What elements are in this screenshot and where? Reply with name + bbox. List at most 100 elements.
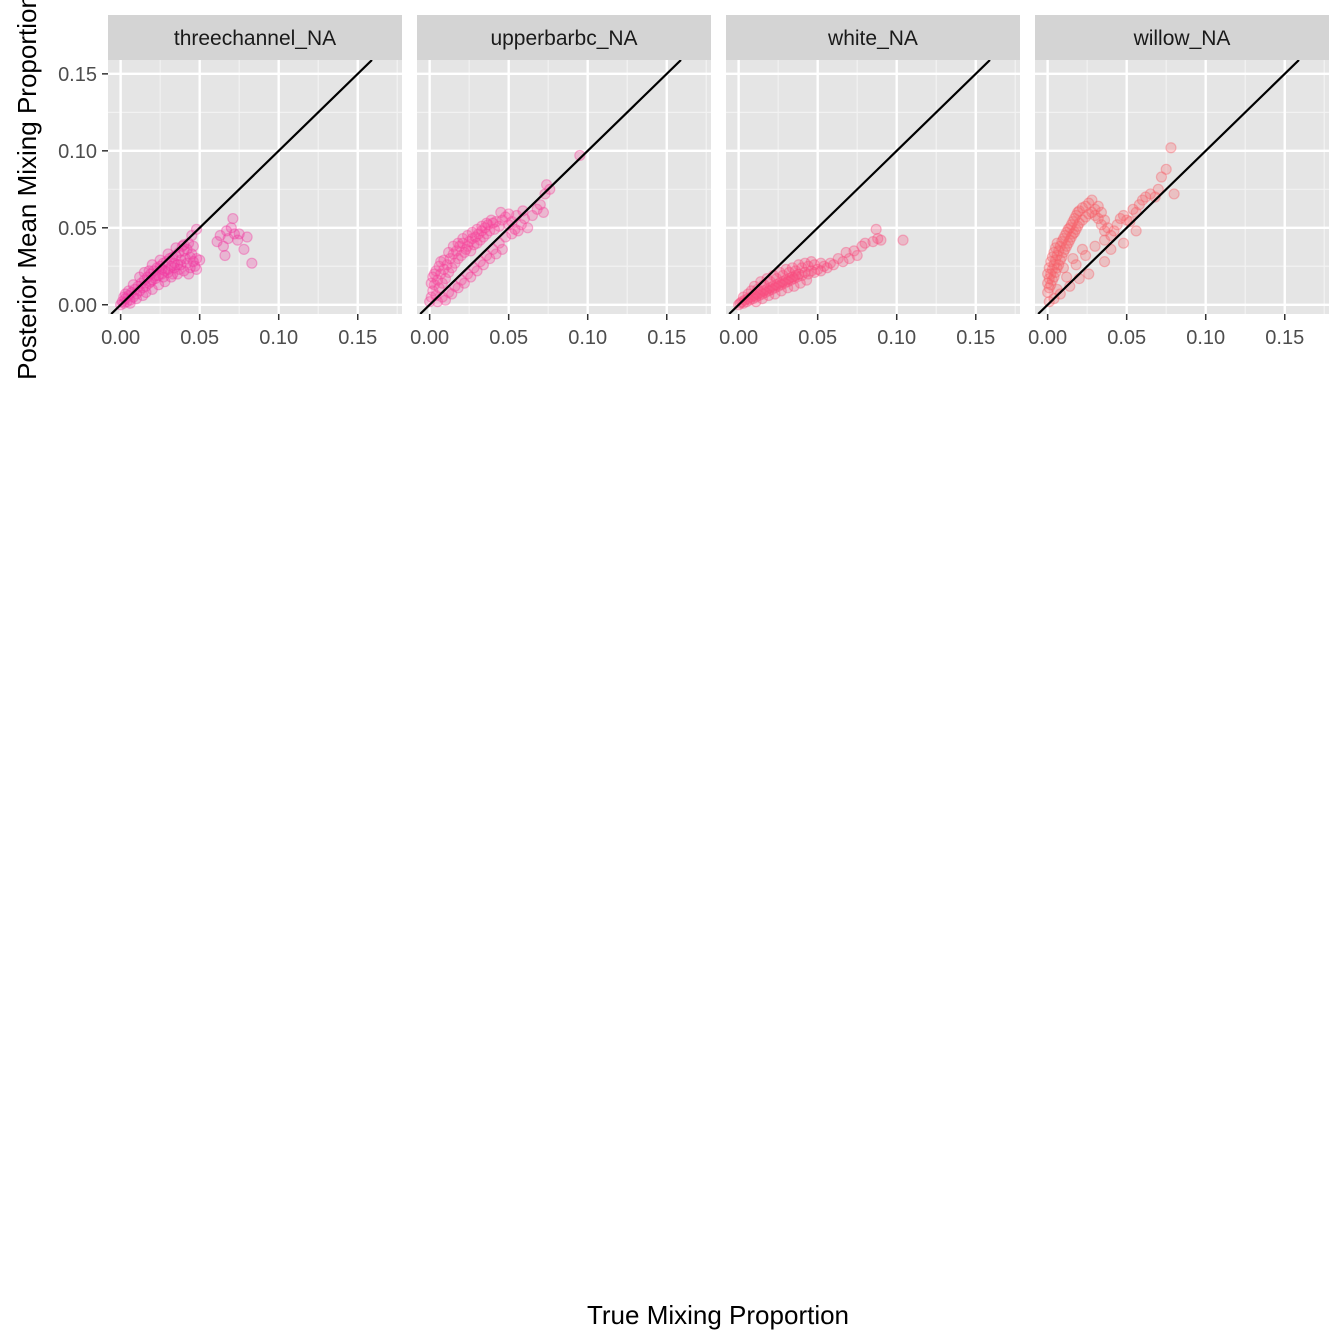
x-tick-label: 0.15 xyxy=(956,327,995,349)
data-point xyxy=(484,252,496,265)
data-point xyxy=(433,282,445,294)
data-point xyxy=(1056,251,1068,263)
data-point xyxy=(848,245,860,257)
data-point xyxy=(1057,262,1070,274)
data-point xyxy=(427,271,439,283)
data-point xyxy=(856,240,868,252)
identity-line xyxy=(728,60,991,314)
data-point xyxy=(425,277,437,289)
data-point xyxy=(171,259,184,271)
x-tick-label: 0.15 xyxy=(338,327,377,349)
data-point xyxy=(496,214,508,226)
data-point xyxy=(737,291,749,303)
data-point xyxy=(763,289,775,302)
data-point xyxy=(791,271,803,283)
data-point xyxy=(495,206,507,218)
data-point xyxy=(1072,220,1084,232)
data-point xyxy=(1045,256,1057,268)
data-point xyxy=(737,297,749,309)
data-point xyxy=(461,229,474,242)
y-tick-label: 0.00 xyxy=(58,295,97,317)
data-point xyxy=(1111,219,1123,231)
x-axis-title: True Mixing Proportion xyxy=(587,1300,849,1330)
data-point xyxy=(222,232,234,245)
data-point xyxy=(506,216,518,228)
panel-background xyxy=(726,60,1020,314)
data-point xyxy=(1079,211,1092,223)
strip-label: willow_NA xyxy=(1133,27,1231,50)
data-point xyxy=(1073,217,1085,229)
strip-background xyxy=(726,15,1020,60)
data-point xyxy=(431,274,444,286)
data-point xyxy=(1102,222,1114,234)
data-point xyxy=(428,268,440,280)
data-point xyxy=(1124,216,1136,228)
data-point xyxy=(1168,188,1180,200)
data-point xyxy=(460,243,472,255)
data-point xyxy=(220,225,233,237)
data-point xyxy=(181,257,193,269)
y-tick-label: 0.15 xyxy=(58,64,97,86)
data-point xyxy=(509,223,521,235)
data-point xyxy=(789,265,802,277)
data-point xyxy=(840,246,852,259)
panel-background xyxy=(1035,60,1329,314)
data-point xyxy=(452,237,464,249)
data-point xyxy=(441,259,453,271)
data-point xyxy=(1086,194,1098,206)
data-point xyxy=(758,285,770,297)
data-point xyxy=(121,296,133,308)
data-point xyxy=(219,249,231,262)
x-tick-label: 0.15 xyxy=(647,327,686,349)
data-point xyxy=(447,240,459,252)
strip-label: upperbarbc_NA xyxy=(490,27,637,50)
data-point xyxy=(171,268,184,280)
data-point xyxy=(228,228,241,240)
data-point xyxy=(439,272,452,285)
data-point xyxy=(1098,256,1111,268)
data-point xyxy=(1064,234,1076,246)
data-point xyxy=(1067,228,1079,240)
data-point xyxy=(1054,254,1066,266)
data-point xyxy=(759,286,772,299)
panel-contents xyxy=(726,60,1020,314)
data-point xyxy=(1076,202,1089,214)
data-point xyxy=(537,206,550,218)
data-point xyxy=(184,251,196,263)
data-point xyxy=(1152,183,1164,195)
data-point xyxy=(1068,226,1081,239)
x-tick-label: 0.05 xyxy=(489,327,528,349)
data-point xyxy=(1053,245,1065,257)
data-point xyxy=(793,259,805,271)
data-point xyxy=(1043,282,1055,294)
data-point xyxy=(1114,212,1126,225)
data-point xyxy=(424,296,436,308)
data-point xyxy=(458,246,471,259)
data-point xyxy=(767,280,780,292)
data-point xyxy=(1046,251,1058,263)
data-point xyxy=(1046,263,1058,275)
data-point xyxy=(1155,171,1168,183)
data-point xyxy=(756,293,768,305)
data-point xyxy=(748,280,761,292)
data-point xyxy=(512,225,524,237)
data-point xyxy=(503,219,515,231)
data-point xyxy=(227,212,239,225)
data-point xyxy=(764,282,776,294)
data-point xyxy=(1127,203,1139,215)
data-point xyxy=(1086,206,1098,218)
data-point xyxy=(187,256,199,268)
facet-willow_NA: willow_NA 0.00 0.05 0.10 0.15 xyxy=(1028,15,1329,349)
data-point xyxy=(140,286,152,299)
strip-label: threechannel_NA xyxy=(174,27,336,50)
data-point xyxy=(1061,226,1073,239)
data-point xyxy=(1121,214,1133,226)
data-point xyxy=(752,288,764,300)
data-point xyxy=(1070,223,1082,235)
y-axis-title: Posterior Mean Mixing Proportion xyxy=(12,0,42,380)
data-point xyxy=(531,203,543,215)
data-point xyxy=(1095,219,1107,231)
data-point xyxy=(827,259,840,271)
data-point xyxy=(783,266,795,279)
data-point xyxy=(146,283,158,295)
